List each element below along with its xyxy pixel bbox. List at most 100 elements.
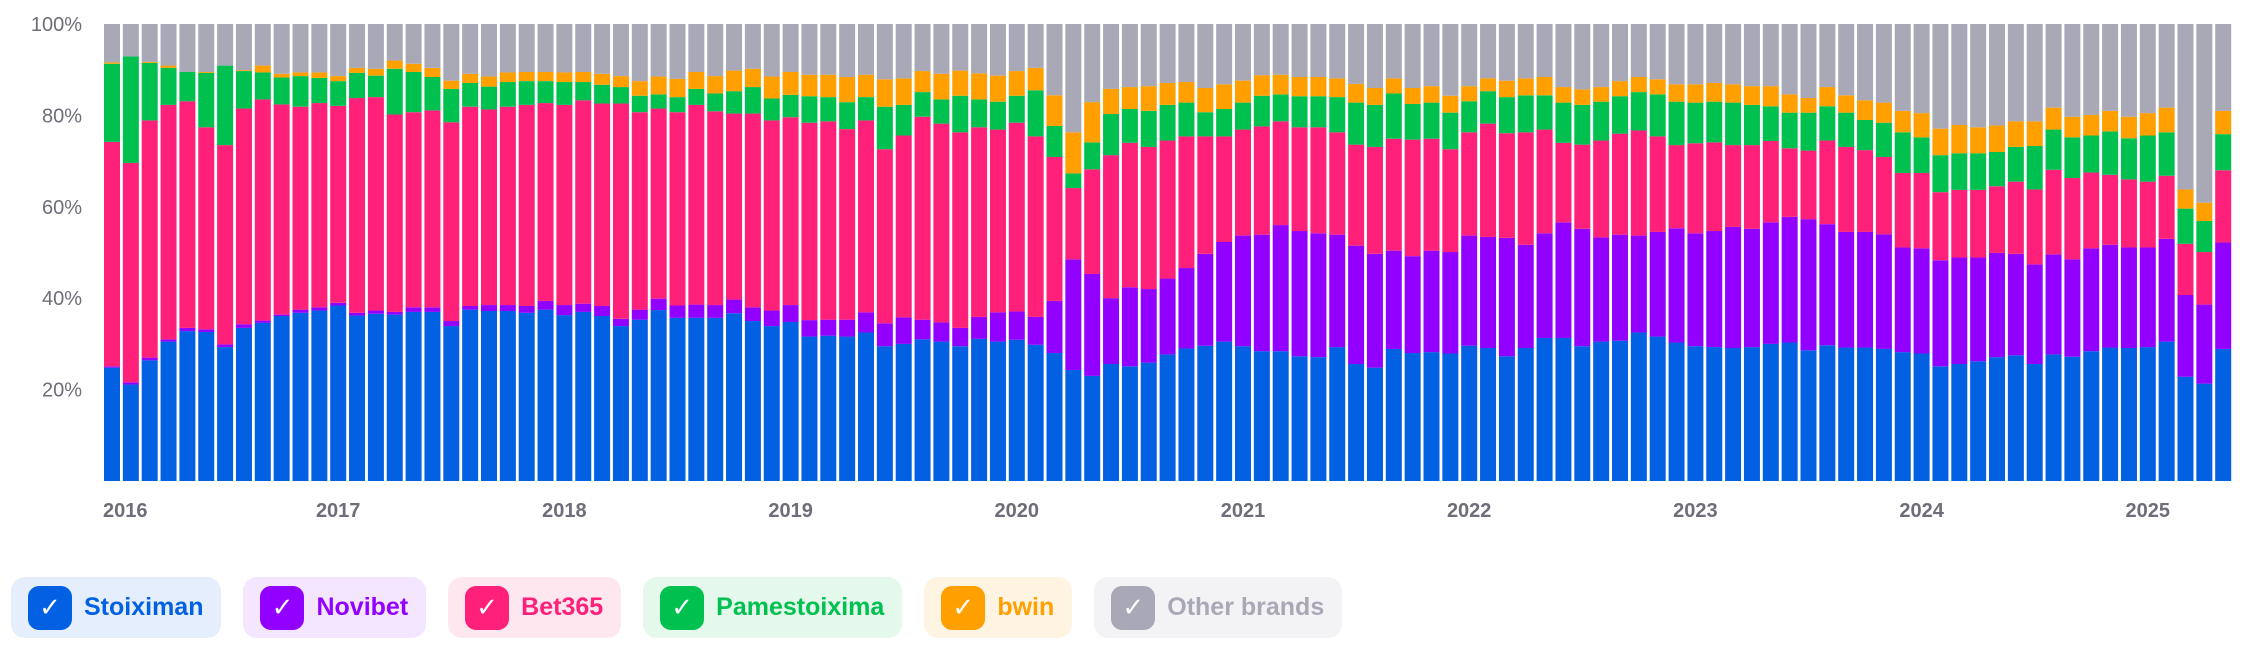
bar-segment-other-brands[interactable] <box>1140 24 1157 87</box>
bar-segment-stoiximan[interactable] <box>160 341 177 481</box>
bar-segment-pamestoixima[interactable] <box>1555 102 1572 143</box>
bar-segment-bet365[interactable] <box>1008 122 1025 312</box>
bar-segment-other-brands[interactable] <box>2139 24 2156 114</box>
bar-segment-pamestoixima[interactable] <box>2196 220 2213 253</box>
bar-segment-bwin[interactable] <box>1555 87 1572 103</box>
bar-segment-bet365[interactable] <box>405 112 422 308</box>
bar-segment-stoiximan[interactable] <box>1932 366 1949 481</box>
bar-segment-novibet[interactable] <box>876 323 893 347</box>
bar-segment-other-brands[interactable] <box>1480 24 1497 79</box>
bar-segment-other-brands[interactable] <box>1385 24 1402 79</box>
bar-segment-novibet[interactable] <box>1140 289 1157 363</box>
bar-segment-bwin[interactable] <box>1857 100 1874 120</box>
bar-segment-novibet[interactable] <box>1046 300 1063 354</box>
bar-month-84[interactable] <box>1668 24 1685 481</box>
bar-segment-stoiximan[interactable] <box>1555 337 1572 481</box>
bar-segment-bwin[interactable] <box>424 67 441 78</box>
bar-segment-bwin[interactable] <box>914 71 931 93</box>
bar-segment-pamestoixima[interactable] <box>2045 129 2062 170</box>
bar-segment-other-brands[interactable] <box>2045 24 2062 108</box>
bar-month-67[interactable] <box>1348 24 1365 481</box>
bar-segment-other-brands[interactable] <box>462 24 479 74</box>
bar-segment-pamestoixima[interactable] <box>669 97 686 113</box>
bar-segment-bwin[interactable] <box>1310 77 1327 97</box>
bar-segment-novibet[interactable] <box>1970 257 1987 362</box>
bar-segment-pamestoixima[interactable] <box>1310 96 1327 128</box>
bar-segment-stoiximan[interactable] <box>1197 345 1214 481</box>
bar-segment-bwin[interactable] <box>1121 87 1138 110</box>
bar-segment-stoiximan[interactable] <box>1310 357 1327 481</box>
bar-segment-novibet[interactable] <box>1121 287 1138 367</box>
bar-segment-other-brands[interactable] <box>1291 24 1308 78</box>
bar-segment-pamestoixima[interactable] <box>2177 208 2194 244</box>
bar-segment-novibet[interactable] <box>820 319 837 336</box>
bar-segment-novibet[interactable] <box>1348 245 1365 365</box>
bar-segment-pamestoixima[interactable] <box>575 82 592 101</box>
bar-segment-other-brands[interactable] <box>1065 24 1082 133</box>
bar-segment-other-brands[interactable] <box>1593 24 1610 88</box>
bar-segment-stoiximan[interactable] <box>1725 348 1742 481</box>
bar-segment-other-brands[interactable] <box>311 24 328 73</box>
bar-segment-other-brands[interactable] <box>1649 24 1666 80</box>
bar-segment-pamestoixima[interactable] <box>1913 137 1930 173</box>
bar-segment-pamestoixima[interactable] <box>518 81 535 105</box>
bar-segment-novibet[interactable] <box>1253 234 1270 352</box>
bar-segment-pamestoixima[interactable] <box>952 95 969 133</box>
bar-segment-pamestoixima[interactable] <box>2026 146 2043 190</box>
bar-segment-novibet[interactable] <box>1216 241 1233 342</box>
bar-month-50[interactable] <box>1027 24 1044 481</box>
bar-segment-bwin[interactable] <box>2007 121 2024 147</box>
bar-segment-other-brands[interactable] <box>1781 24 1798 95</box>
bar-segment-bet365[interactable] <box>1762 140 1779 223</box>
bar-segment-novibet[interactable] <box>1159 278 1176 355</box>
bar-segment-novibet[interactable] <box>1517 244 1534 349</box>
bar-segment-bwin[interactable] <box>1423 86 1440 103</box>
bar-month-109[interactable] <box>2139 24 2156 481</box>
bar-segment-other-brands[interactable] <box>2177 24 2194 190</box>
bar-segment-pamestoixima[interactable] <box>1235 102 1251 130</box>
bar-segment-stoiximan[interactable] <box>1593 341 1610 481</box>
bar-segment-stoiximan[interactable] <box>424 311 441 481</box>
bar-segment-novibet[interactable] <box>1989 252 2005 358</box>
bar-segment-bet365[interactable] <box>726 113 743 300</box>
bar-segment-stoiximan[interactable] <box>405 311 422 481</box>
bar-segment-pamestoixima[interactable] <box>1480 91 1497 124</box>
bar-segment-pamestoixima[interactable] <box>2120 138 2137 180</box>
bar-segment-stoiximan[interactable] <box>1536 337 1553 481</box>
bar-segment-stoiximan[interactable] <box>254 322 271 481</box>
bar-segment-pamestoixima[interactable] <box>1630 92 1647 131</box>
bar-month-21[interactable] <box>481 24 497 481</box>
bar-segment-bet365[interactable] <box>1404 139 1421 257</box>
bar-segment-bet365[interactable] <box>1461 132 1478 236</box>
bar-segment-bet365[interactable] <box>1291 127 1308 232</box>
bar-segment-novibet[interactable] <box>1819 224 1836 346</box>
bar-segment-other-brands[interactable] <box>726 24 743 71</box>
bar-segment-bwin[interactable] <box>858 74 874 98</box>
bar-segment-other-brands[interactable] <box>1253 24 1270 76</box>
bar-segment-novibet[interactable] <box>1555 222 1572 338</box>
bar-segment-bet365[interactable] <box>2083 172 2100 249</box>
bar-segment-bet365[interactable] <box>2177 243 2194 296</box>
checkbox-checked-icon[interactable]: ✓ <box>941 585 986 630</box>
bar-segment-bet365[interactable] <box>292 106 309 310</box>
bar-segment-bet365[interactable] <box>1121 142 1138 288</box>
bar-segment-stoiximan[interactable] <box>1027 344 1044 481</box>
bar-segment-novibet[interactable] <box>1480 236 1497 349</box>
bar-month-86[interactable] <box>1706 24 1723 481</box>
bar-segment-bwin[interactable] <box>1498 80 1515 98</box>
bar-segment-pamestoixima[interactable] <box>1800 112 1817 151</box>
bar-segment-other-brands[interactable] <box>1423 24 1440 87</box>
bar-segment-bwin[interactable] <box>462 73 479 83</box>
bar-segment-pamestoixima[interactable] <box>1932 155 1949 193</box>
bar-segment-bwin[interactable] <box>1725 84 1742 103</box>
bar-segment-bet365[interactable] <box>2215 170 2232 243</box>
bar-segment-bet365[interactable] <box>971 127 988 317</box>
bar-segment-pamestoixima[interactable] <box>1951 153 1968 190</box>
bar-segment-pamestoixima[interactable] <box>2007 146 2024 182</box>
bar-segment-bet365[interactable] <box>104 141 120 367</box>
bar-segment-stoiximan[interactable] <box>235 327 252 481</box>
bar-segment-bwin[interactable] <box>349 67 366 73</box>
bar-segment-stoiximan[interactable] <box>330 305 347 481</box>
bar-segment-other-brands[interactable] <box>1216 24 1233 85</box>
bar-segment-pamestoixima[interactable] <box>1781 112 1798 149</box>
